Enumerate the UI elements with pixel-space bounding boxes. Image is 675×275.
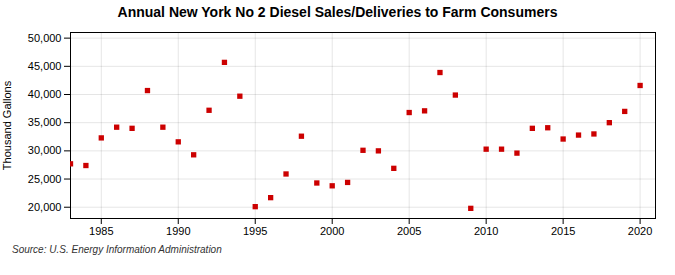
svg-text:20,000: 20,000 (28, 201, 62, 213)
html-text:Source: U.S. Energy Informatio: Source: U.S. Energy Information Administ… (12, 244, 222, 255)
svg-text:2015: 2015 (551, 225, 575, 237)
svg-text:25,000: 25,000 (28, 173, 62, 185)
svg-text:50,000: 50,000 (28, 32, 62, 44)
svg-text:2020: 2020 (628, 225, 652, 237)
svg-text:2010: 2010 (474, 225, 498, 237)
svg-text:1995: 1995 (243, 225, 267, 237)
svg-text:35,000: 35,000 (28, 116, 62, 128)
svg-text:2000: 2000 (320, 225, 344, 237)
svg-text:30,000: 30,000 (28, 144, 62, 156)
svg-text:40,000: 40,000 (28, 88, 62, 100)
html-text:Annual New York No 2 Diesel Sa: Annual New York No 2 Diesel Sales/Delive… (117, 4, 558, 20)
svg-text:45,000: 45,000 (28, 60, 62, 72)
svg-text:1990: 1990 (166, 225, 190, 237)
svg-text:2005: 2005 (397, 225, 421, 237)
svg-text:Thousand Gallons: Thousand Gallons (1, 80, 13, 170)
svg-text:1985: 1985 (89, 225, 113, 237)
